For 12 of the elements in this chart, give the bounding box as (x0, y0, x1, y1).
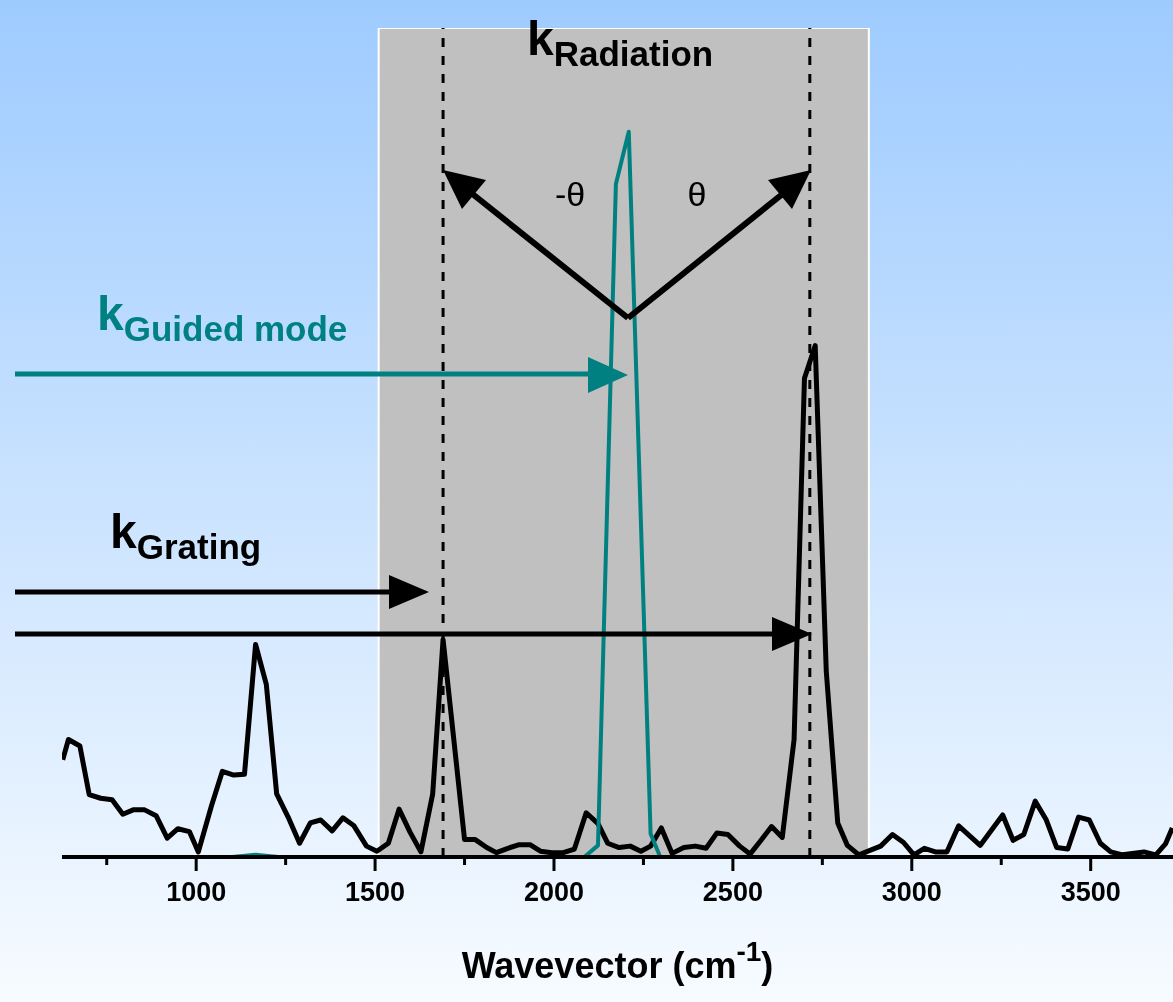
text: k$_{Radiation}$ (527, 12, 714, 73)
annotation: k$_{Grating}$ (110, 505, 262, 566)
x-tick-label: 2500 (702, 877, 763, 907)
x-tick-label: 1000 (166, 877, 227, 907)
x-tick-label: 2000 (523, 877, 585, 907)
x-tick-label: 3000 (881, 877, 942, 907)
x-tick-label: 1500 (345, 877, 406, 907)
annotation: k$_{Guided mode}$ (97, 287, 348, 348)
annotation: -θ (554, 175, 586, 213)
x-axis-title: Wavevector (cm$^{-1}$) (461, 936, 774, 986)
x-tick-label: 3500 (1060, 877, 1121, 907)
annotation: θ (687, 175, 707, 213)
